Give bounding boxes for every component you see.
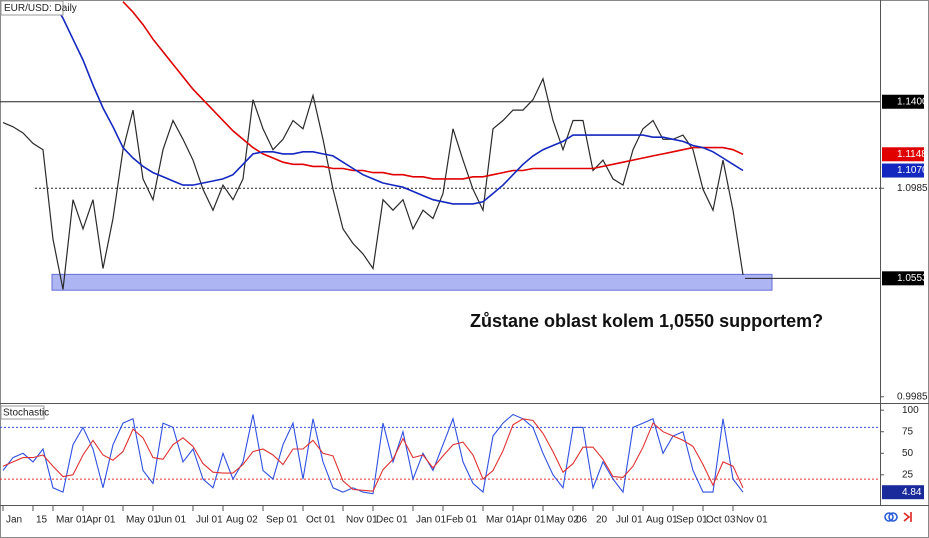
x-tick-label: May 02 — [546, 515, 579, 526]
price-box — [882, 94, 924, 109]
ma-box — [882, 147, 924, 162]
x-tick-label: Sep 01 — [676, 515, 708, 526]
stoch-title-box — [0, 405, 45, 420]
x-tick-label: Mar 01 — [486, 515, 518, 526]
x-tick-label: 06 — [576, 515, 588, 526]
y-tick-label: 1.0985 — [897, 183, 928, 194]
x-tick-label: Oct 01 — [306, 515, 336, 526]
jump-icon[interactable] — [903, 512, 912, 522]
x-tick-label: Sep 01 — [266, 515, 298, 526]
x-tick-label: Nov 01 — [736, 515, 768, 526]
x-tick-label: Jan 01 — [416, 515, 446, 526]
price-box-label: 1.0553 — [897, 273, 928, 284]
stoch-line — [2, 413, 744, 495]
price-line — [2, 77, 744, 290]
x-tick-label: Nov 01 — [346, 515, 378, 526]
x-tick-label: 15 — [36, 515, 48, 526]
link-icon-2 — [888, 512, 898, 522]
price-box-label: 1.1400 — [897, 96, 928, 107]
ma-box-label: 1.1148 — [897, 149, 927, 160]
ma-box — [882, 163, 924, 178]
x-tick-label: Aug 01 — [646, 515, 678, 526]
x-tick-label: Mar 01 — [56, 515, 88, 526]
moving-average — [122, 1, 744, 180]
title-box — [0, 0, 64, 16]
x-tick-label: Dec 01 — [376, 515, 408, 526]
stoch-box — [882, 485, 924, 500]
x-tick-label: Feb 01 — [446, 515, 478, 526]
x-tick-label: Jan — [6, 515, 22, 526]
stoch-tick-label: 75 — [902, 426, 914, 437]
annotation: Zůstane oblast kolem 1,0550 supportem? — [470, 311, 823, 331]
price-box — [882, 271, 924, 286]
y-tick-label: 0.9985 — [897, 391, 928, 402]
stoch-tick-label: 50 — [902, 448, 914, 459]
plot-layer: 1.0985 0.9985 1.1400 1.0553 1.1148 1.1070 100 7… — [0, 1, 928, 526]
x-tick-label: Jul 01 — [196, 515, 223, 526]
stoch-line — [2, 418, 744, 492]
link-icon[interactable] — [884, 512, 894, 522]
stoch-box-label: 4.84 — [902, 487, 922, 498]
x-tick-label: Oct 03 — [706, 515, 736, 526]
stoch-title: Stochastic — [3, 408, 49, 419]
stoch-tick-label: 25 — [902, 469, 914, 480]
stoch-tick-label: 100 — [902, 405, 919, 416]
x-tick-label: Jun 01 — [156, 515, 186, 526]
x-tick-label: Aug 02 — [226, 515, 258, 526]
x-tick-label: Apr 01 — [86, 515, 116, 526]
x-tick-label: Jul 01 — [616, 515, 643, 526]
moving-average — [52, 1, 744, 205]
x-tick-label: May 01 — [126, 515, 159, 526]
ma-box-label: 1.1070 — [897, 165, 928, 176]
chart-title: EUR/USD: Daily — [4, 3, 77, 14]
support-zone — [51, 273, 773, 291]
x-tick-label: 20 — [596, 515, 608, 526]
toolbar-icons[interactable] — [884, 512, 912, 522]
x-tick-label: Apr 01 — [516, 515, 546, 526]
